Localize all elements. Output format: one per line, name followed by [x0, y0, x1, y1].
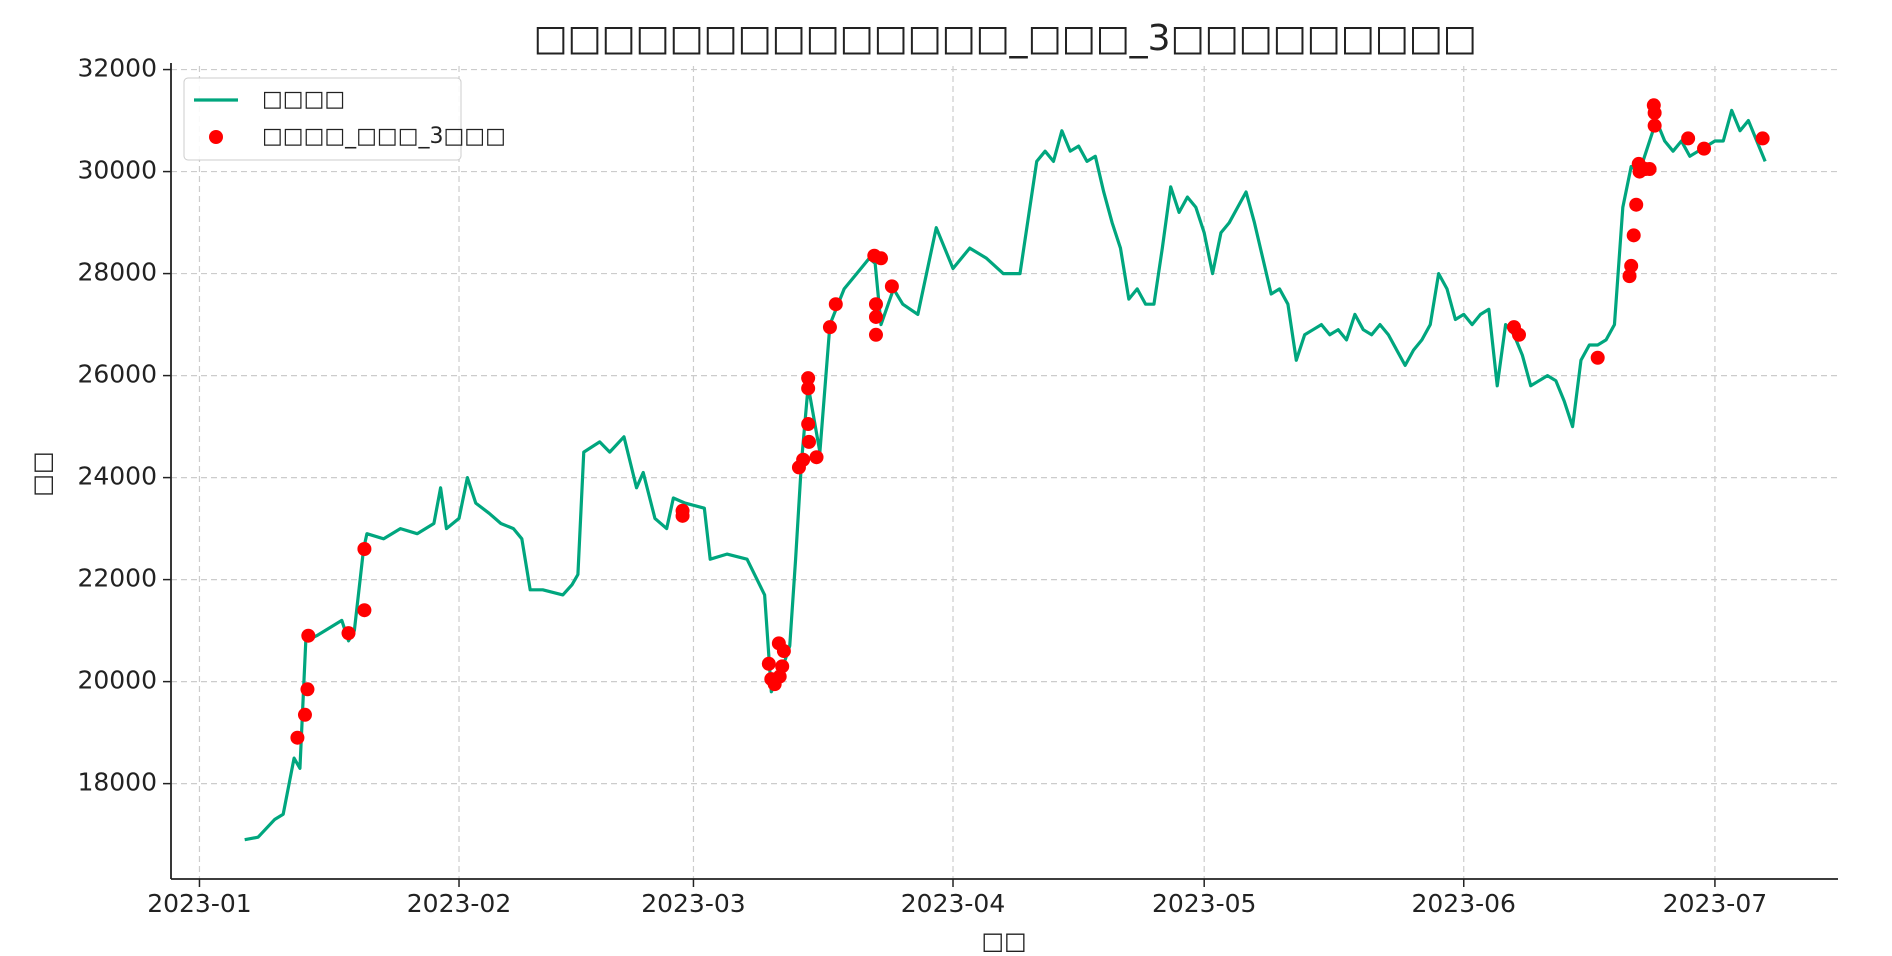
y-tick-label: 30000	[77, 156, 157, 185]
y-axis-label: □□	[28, 451, 56, 496]
signal-point	[301, 628, 316, 643]
y-tick-label: 26000	[77, 360, 157, 389]
y-tick-label: 32000	[77, 54, 157, 83]
signal-point	[809, 450, 824, 465]
signal-point	[290, 730, 305, 745]
signal-point	[868, 327, 883, 342]
signal-point	[1512, 327, 1527, 342]
x-axis-label: □□	[981, 927, 1026, 955]
signal-point	[1755, 131, 1770, 146]
signal-point	[828, 297, 843, 312]
signal-point	[822, 320, 837, 335]
signal-point	[357, 603, 372, 618]
legend-swatch	[209, 130, 223, 144]
x-tick-label: 2023-06	[1412, 889, 1516, 918]
signal-point	[801, 434, 816, 449]
signal-point	[1647, 118, 1662, 133]
y-tick-label: 24000	[77, 462, 157, 491]
x-tick-label: 2023-02	[407, 889, 511, 918]
x-tick-label: 2023-03	[641, 889, 745, 918]
signal-point	[1681, 131, 1696, 146]
legend-label: □□□□_□□□_3□□□	[262, 124, 506, 149]
signal-point	[675, 508, 690, 523]
y-tick-label: 20000	[77, 666, 157, 695]
chart-title: □□□□□□□□□□□□□□_□□□_3□□□□□□□□□	[533, 18, 1476, 59]
signal-point	[801, 381, 816, 396]
legend-label: □□□□	[262, 87, 345, 112]
signal-point	[776, 644, 791, 659]
signal-point	[796, 452, 811, 467]
signal-point	[1629, 197, 1644, 212]
x-tick-label: 2023-04	[901, 889, 1005, 918]
signal-point	[1624, 258, 1639, 273]
signal-point	[761, 656, 776, 671]
signal-point	[1647, 105, 1662, 120]
signal-point	[1626, 228, 1641, 243]
signal-point	[868, 309, 883, 324]
signal-point	[772, 669, 787, 684]
y-tick-label: 22000	[77, 564, 157, 593]
legend: □□□□ □□□□_□□□_3□□□	[183, 77, 506, 161]
signal-point	[868, 297, 883, 312]
signal-point	[884, 279, 899, 294]
y-tick-label: 18000	[77, 768, 157, 797]
signal-point	[801, 371, 816, 386]
x-tick-label: 2023-07	[1663, 889, 1767, 918]
legend-box	[183, 77, 462, 161]
signal-point	[357, 542, 372, 557]
signal-point	[1642, 162, 1657, 177]
signal-point	[1697, 141, 1712, 156]
signal-point	[297, 707, 312, 722]
signal-point	[341, 626, 356, 641]
price-line	[244, 108, 1767, 842]
signal-point	[1590, 350, 1605, 365]
signal-point	[801, 417, 816, 432]
signal-point	[300, 682, 315, 697]
x-tick-label: 2023-05	[1152, 889, 1256, 918]
signal-point	[874, 251, 889, 266]
y-tick-label: 28000	[77, 258, 157, 287]
x-tick-label: 2023-01	[147, 889, 251, 918]
